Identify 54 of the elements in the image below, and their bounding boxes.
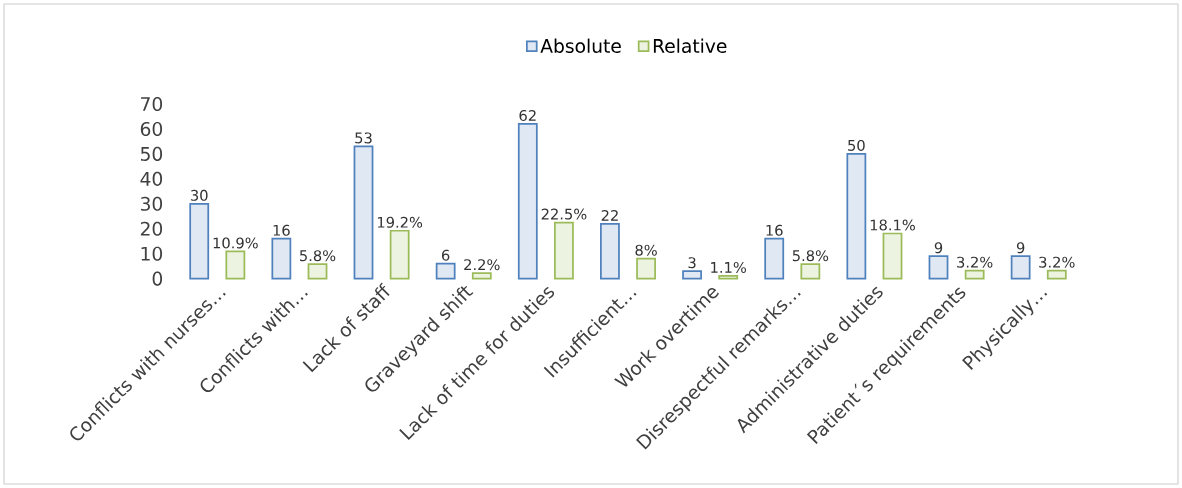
bar — [882, 232, 903, 280]
bar — [435, 262, 456, 280]
y-tick-label: 60 — [140, 121, 163, 137]
data-label: 6 — [442, 249, 450, 261]
data-label: 16 — [273, 224, 290, 236]
bar — [764, 237, 785, 280]
bar — [846, 153, 867, 280]
data-label: 16 — [766, 224, 783, 236]
bar — [964, 269, 985, 280]
legend-label: Absolute — [540, 38, 621, 54]
data-label: 19.2% — [377, 216, 423, 228]
y-tick-label: 10 — [141, 246, 163, 261]
y-tick-label: 70 — [141, 96, 163, 112]
bar — [600, 222, 620, 280]
bar — [189, 202, 210, 280]
bar — [471, 272, 492, 280]
bar — [800, 263, 821, 280]
data-label: 50 — [848, 139, 865, 151]
data-label: 5.8% — [300, 250, 336, 262]
data-label: 3 — [688, 257, 696, 269]
bar — [307, 263, 328, 280]
data-label: 10.9% — [213, 237, 258, 249]
bar — [389, 229, 410, 280]
bar — [636, 257, 656, 280]
data-label: 22 — [601, 209, 618, 221]
bar — [353, 145, 374, 280]
y-tick-label: 30 — [140, 196, 163, 211]
bar — [271, 237, 292, 280]
data-label: 9 — [934, 242, 943, 254]
data-label: 18.1% — [870, 219, 915, 231]
bar — [517, 123, 538, 280]
bar — [1010, 255, 1031, 280]
bar — [682, 270, 702, 280]
data-label: 1.1% — [711, 261, 747, 273]
data-label: 53 — [355, 132, 372, 144]
y-tick-label: 20 — [140, 221, 163, 236]
data-label: 2.2% — [464, 259, 500, 271]
data-label: 9 — [1016, 242, 1025, 254]
bar — [718, 275, 739, 280]
data-label: 22.5% — [541, 208, 587, 220]
data-label: 30 — [191, 189, 208, 201]
bar — [928, 255, 949, 280]
data-label: 8% — [635, 244, 657, 256]
legend-label: Relative — [653, 38, 727, 54]
y-tick-label: 0 — [152, 271, 163, 286]
data-label: 3.2% — [1039, 256, 1075, 268]
y-tick-label: 50 — [140, 146, 163, 161]
data-label: 3.2% — [957, 256, 993, 268]
bar — [225, 250, 246, 280]
bar — [554, 221, 574, 280]
y-tick-label: 40 — [140, 171, 163, 186]
data-label: 5.8% — [792, 250, 829, 262]
bar — [1046, 269, 1067, 280]
data-label: 62 — [519, 109, 536, 122]
